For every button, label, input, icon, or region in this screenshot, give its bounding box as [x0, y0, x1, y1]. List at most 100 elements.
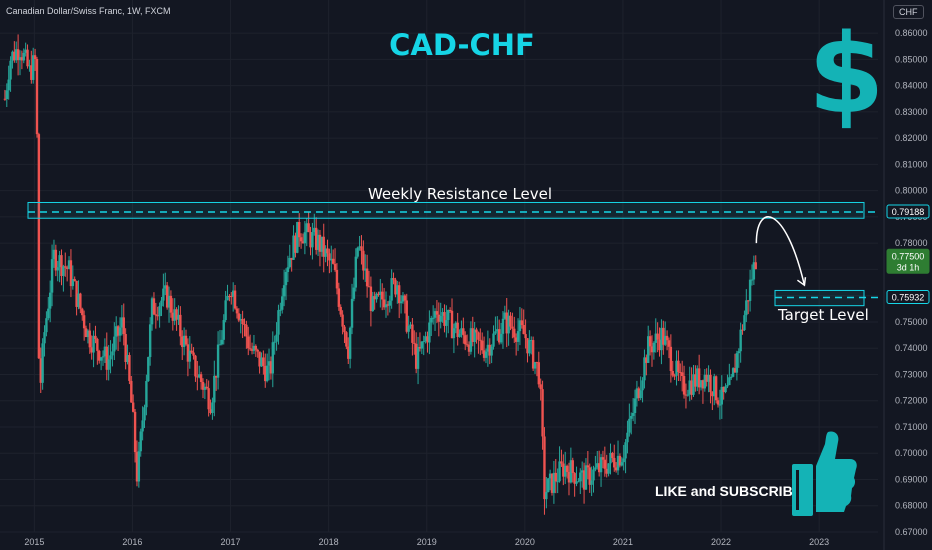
candle-body	[305, 223, 308, 233]
y-tick-label: 0.78000	[895, 238, 928, 248]
candle-body	[198, 374, 201, 378]
candle-body	[7, 79, 10, 91]
candle-body	[514, 337, 518, 342]
x-tick-label: 2015	[24, 537, 44, 547]
candle-body	[24, 49, 27, 53]
candle-body	[33, 55, 37, 59]
candle-body	[65, 267, 69, 269]
candle-body	[267, 361, 271, 366]
candle-body	[679, 371, 682, 373]
candle-body	[313, 227, 316, 233]
candle-body	[179, 314, 182, 337]
candle-body	[622, 458, 625, 463]
candle-body	[588, 467, 591, 485]
candle-body	[111, 351, 114, 356]
candle-body	[354, 256, 358, 288]
candle-body	[479, 339, 482, 341]
candle-body	[435, 311, 439, 315]
candle-body	[524, 334, 527, 339]
candle-body	[47, 308, 50, 319]
candle-body	[673, 375, 676, 377]
candle-body	[641, 380, 644, 391]
candle-body	[199, 374, 203, 383]
candle-body	[109, 355, 112, 360]
candle-body	[103, 346, 107, 357]
candle-body	[148, 324, 152, 358]
candle-body	[260, 357, 263, 367]
candle-body	[601, 457, 605, 460]
candle-body	[654, 333, 657, 343]
candle-body	[392, 278, 395, 280]
candle-body	[409, 324, 412, 326]
candle-body	[431, 317, 435, 319]
candle-body	[711, 392, 714, 397]
candle-body	[299, 237, 303, 242]
candle-body	[620, 462, 624, 466]
candle-body	[614, 467, 618, 471]
candle-body	[41, 343, 44, 383]
candle-body	[209, 409, 212, 413]
candle-body	[565, 465, 569, 472]
candle-body	[345, 332, 348, 347]
candle-body	[50, 259, 54, 293]
candle-body	[181, 336, 184, 347]
candle-body	[273, 341, 276, 343]
candle-body	[562, 463, 565, 477]
candle-body	[696, 368, 699, 387]
candle-body	[441, 312, 444, 316]
candle-body	[233, 290, 237, 309]
candle-body	[341, 314, 344, 327]
candle-body	[428, 322, 431, 343]
y-tick-label: 0.86000	[895, 28, 928, 38]
candle-body	[420, 341, 424, 349]
candle-body	[731, 368, 735, 377]
candle-body	[365, 268, 369, 287]
candle-body	[618, 455, 622, 466]
x-tick-label: 2016	[122, 537, 142, 547]
candle-body	[20, 57, 24, 61]
candle-body	[226, 295, 229, 301]
candle-body	[584, 465, 588, 490]
candle-body	[356, 247, 359, 257]
candle-body	[705, 374, 708, 382]
candle-body	[401, 295, 405, 302]
candle-body	[364, 268, 367, 271]
candle-body	[665, 335, 669, 341]
candle-body	[230, 296, 233, 298]
candle-body	[648, 336, 652, 347]
price-axis[interactable]: 0.86000 0.85000 0.84000 0.83000 0.82000 0.810…	[883, 0, 928, 550]
candle-body	[643, 357, 646, 381]
candle-body	[541, 389, 544, 437]
candle-body	[64, 266, 67, 268]
candle-body	[131, 402, 135, 412]
candle-body	[418, 347, 422, 349]
candle-body	[743, 315, 746, 331]
candle-body	[105, 346, 108, 370]
currency-badge[interactable]: CHF	[893, 5, 924, 19]
candle-body	[575, 481, 578, 484]
candle-body	[718, 404, 722, 406]
candle-body	[213, 375, 216, 403]
candle-body	[603, 459, 607, 469]
candle-body	[660, 327, 663, 351]
candle-body	[590, 480, 593, 485]
candle-body	[635, 388, 639, 399]
candle-body	[126, 355, 129, 362]
candle-body	[396, 285, 399, 295]
candle-body	[547, 478, 550, 493]
candle-body	[577, 481, 580, 483]
candle-body	[352, 287, 356, 299]
candle-body	[271, 342, 274, 374]
candle-body	[241, 318, 244, 325]
candle-body	[182, 335, 186, 347]
y-tick-label: 0.67000	[895, 527, 928, 537]
candle-body	[177, 314, 180, 320]
time-axis[interactable]: 2015 2016 2017 2018 2019 2020 2021 2022 2023	[24, 537, 829, 547]
candle-body	[692, 374, 695, 395]
candle-body	[694, 374, 697, 387]
candle-body	[448, 310, 452, 312]
candle-body	[750, 279, 754, 281]
candle-body	[237, 313, 241, 321]
candle-body	[416, 347, 420, 369]
